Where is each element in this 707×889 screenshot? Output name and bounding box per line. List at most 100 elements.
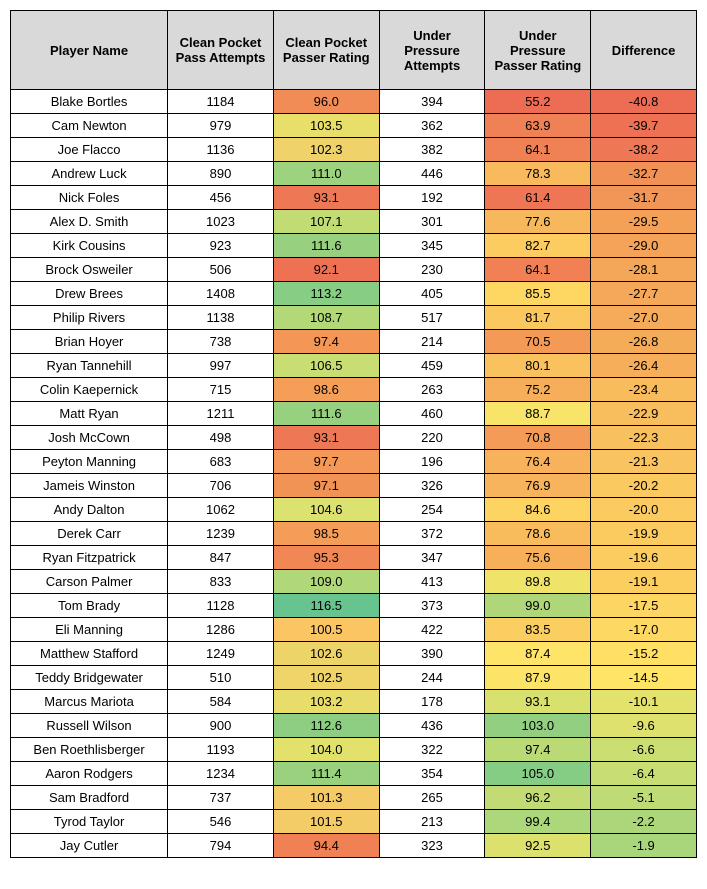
table-row: Nick Foles45693.119261.4-31.7 <box>11 186 697 210</box>
table-row: Brian Hoyer73897.421470.5-26.8 <box>11 330 697 354</box>
table-row: Aaron Rodgers1234111.4354105.0-6.4 <box>11 762 697 786</box>
cell-clean-pocket-attempts: 738 <box>168 330 274 354</box>
cell-clean-pocket-rating: 98.5 <box>273 522 379 546</box>
cell-player-name: Tom Brady <box>11 594 168 618</box>
table-row: Derek Carr123998.537278.6-19.9 <box>11 522 697 546</box>
cell-player-name: Matthew Stafford <box>11 642 168 666</box>
cell-player-name: Philip Rivers <box>11 306 168 330</box>
table-row: Matt Ryan1211111.646088.7-22.9 <box>11 402 697 426</box>
cell-difference: -19.6 <box>591 546 697 570</box>
cell-difference: -20.0 <box>591 498 697 522</box>
table-row: Marcus Mariota584103.217893.1-10.1 <box>11 690 697 714</box>
cell-difference: -40.8 <box>591 90 697 114</box>
cell-player-name: Ryan Fitzpatrick <box>11 546 168 570</box>
cell-player-name: Colin Kaepernick <box>11 378 168 402</box>
cell-player-name: Eli Manning <box>11 618 168 642</box>
cell-clean-pocket-attempts: 833 <box>168 570 274 594</box>
cell-clean-pocket-rating: 112.6 <box>273 714 379 738</box>
cell-difference: -1.9 <box>591 834 697 858</box>
cell-clean-pocket-rating: 97.7 <box>273 450 379 474</box>
table-row: Drew Brees1408113.240585.5-27.7 <box>11 282 697 306</box>
cell-clean-pocket-rating: 93.1 <box>273 186 379 210</box>
table-row: Matthew Stafford1249102.639087.4-15.2 <box>11 642 697 666</box>
cell-under-pressure-attempts: 322 <box>379 738 485 762</box>
cell-under-pressure-rating: 70.8 <box>485 426 591 450</box>
cell-clean-pocket-attempts: 546 <box>168 810 274 834</box>
cell-under-pressure-attempts: 390 <box>379 642 485 666</box>
cell-clean-pocket-attempts: 1249 <box>168 642 274 666</box>
cell-clean-pocket-rating: 96.0 <box>273 90 379 114</box>
cell-clean-pocket-attempts: 1136 <box>168 138 274 162</box>
cell-clean-pocket-rating: 104.6 <box>273 498 379 522</box>
cell-under-pressure-attempts: 382 <box>379 138 485 162</box>
cell-clean-pocket-attempts: 1062 <box>168 498 274 522</box>
table-row: Ben Roethlisberger1193104.032297.4-6.6 <box>11 738 697 762</box>
cell-under-pressure-attempts: 517 <box>379 306 485 330</box>
cell-difference: -29.5 <box>591 210 697 234</box>
cell-clean-pocket-attempts: 890 <box>168 162 274 186</box>
cell-under-pressure-rating: 81.7 <box>485 306 591 330</box>
cell-clean-pocket-rating: 93.1 <box>273 426 379 450</box>
cell-player-name: Marcus Mariota <box>11 690 168 714</box>
cell-player-name: Andrew Luck <box>11 162 168 186</box>
table-row: Joe Flacco1136102.338264.1-38.2 <box>11 138 697 162</box>
cell-clean-pocket-rating: 116.5 <box>273 594 379 618</box>
cell-under-pressure-rating: 82.7 <box>485 234 591 258</box>
cell-under-pressure-attempts: 301 <box>379 210 485 234</box>
cell-clean-pocket-attempts: 737 <box>168 786 274 810</box>
cell-under-pressure-attempts: 244 <box>379 666 485 690</box>
cell-under-pressure-rating: 87.9 <box>485 666 591 690</box>
cell-difference: -28.1 <box>591 258 697 282</box>
cell-player-name: Derek Carr <box>11 522 168 546</box>
cell-player-name: Tyrod Taylor <box>11 810 168 834</box>
cell-under-pressure-rating: 80.1 <box>485 354 591 378</box>
cell-player-name: Josh McCown <box>11 426 168 450</box>
cell-clean-pocket-rating: 101.5 <box>273 810 379 834</box>
cell-player-name: Blake Bortles <box>11 90 168 114</box>
cell-difference: -9.6 <box>591 714 697 738</box>
cell-clean-pocket-attempts: 506 <box>168 258 274 282</box>
cell-player-name: Matt Ryan <box>11 402 168 426</box>
table-row: Cam Newton979103.536263.9-39.7 <box>11 114 697 138</box>
cell-under-pressure-rating: 76.9 <box>485 474 591 498</box>
cell-clean-pocket-rating: 102.3 <box>273 138 379 162</box>
cell-under-pressure-attempts: 345 <box>379 234 485 258</box>
cell-player-name: Alex D. Smith <box>11 210 168 234</box>
table-row: Kirk Cousins923111.634582.7-29.0 <box>11 234 697 258</box>
cell-difference: -38.2 <box>591 138 697 162</box>
cell-clean-pocket-rating: 104.0 <box>273 738 379 762</box>
cell-difference: -14.5 <box>591 666 697 690</box>
cell-difference: -5.1 <box>591 786 697 810</box>
cell-under-pressure-attempts: 405 <box>379 282 485 306</box>
cell-clean-pocket-attempts: 997 <box>168 354 274 378</box>
cell-under-pressure-attempts: 459 <box>379 354 485 378</box>
cell-difference: -26.4 <box>591 354 697 378</box>
cell-clean-pocket-attempts: 1286 <box>168 618 274 642</box>
cell-under-pressure-attempts: 373 <box>379 594 485 618</box>
cell-clean-pocket-attempts: 715 <box>168 378 274 402</box>
cell-under-pressure-rating: 88.7 <box>485 402 591 426</box>
cell-clean-pocket-rating: 94.4 <box>273 834 379 858</box>
table-body: Blake Bortles118496.039455.2-40.8Cam New… <box>11 90 697 858</box>
table-row: Russell Wilson900112.6436103.0-9.6 <box>11 714 697 738</box>
cell-clean-pocket-attempts: 794 <box>168 834 274 858</box>
cell-clean-pocket-attempts: 1184 <box>168 90 274 114</box>
table-row: Brock Osweiler50692.123064.1-28.1 <box>11 258 697 282</box>
cell-under-pressure-rating: 64.1 <box>485 138 591 162</box>
cell-difference: -10.1 <box>591 690 697 714</box>
col-clean-pocket-attempts: Clean Pocket Pass Attempts <box>168 11 274 90</box>
cell-player-name: Teddy Bridgewater <box>11 666 168 690</box>
cell-difference: -6.6 <box>591 738 697 762</box>
cell-under-pressure-attempts: 354 <box>379 762 485 786</box>
cell-under-pressure-attempts: 413 <box>379 570 485 594</box>
cell-under-pressure-attempts: 265 <box>379 786 485 810</box>
cell-under-pressure-rating: 99.4 <box>485 810 591 834</box>
cell-under-pressure-attempts: 230 <box>379 258 485 282</box>
cell-player-name: Jay Cutler <box>11 834 168 858</box>
cell-under-pressure-attempts: 196 <box>379 450 485 474</box>
cell-clean-pocket-rating: 102.6 <box>273 642 379 666</box>
table-row: Ryan Tannehill997106.545980.1-26.4 <box>11 354 697 378</box>
cell-clean-pocket-rating: 111.0 <box>273 162 379 186</box>
cell-clean-pocket-rating: 106.5 <box>273 354 379 378</box>
cell-clean-pocket-attempts: 1193 <box>168 738 274 762</box>
